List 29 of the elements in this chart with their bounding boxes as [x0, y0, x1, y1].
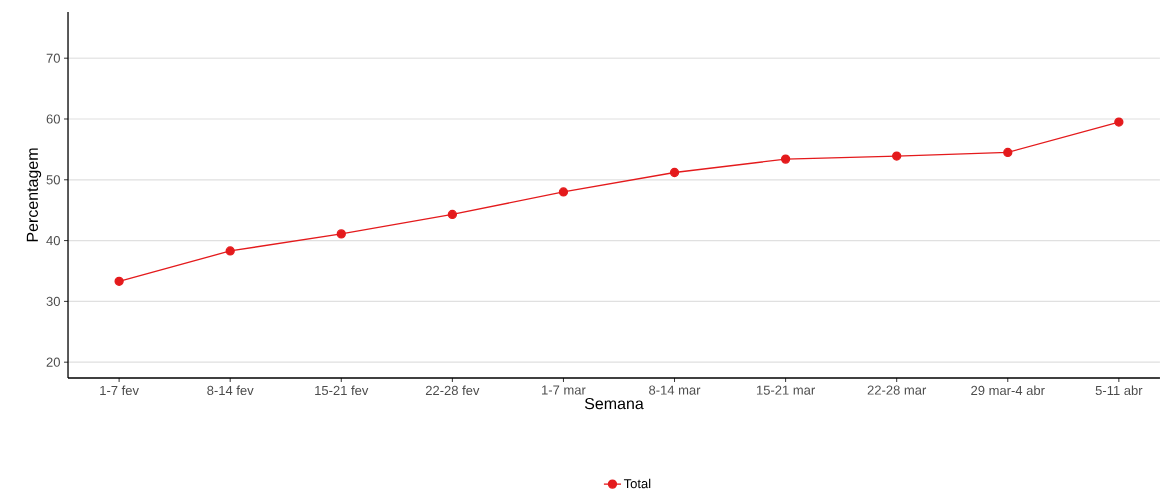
x-tick-label: 22-28 fev: [425, 385, 480, 396]
x-tick-label: 1-7 mar: [542, 385, 586, 395]
y-tick-label: 60: [46, 114, 60, 124]
y-tick-label: 70: [46, 53, 60, 63]
x-tick-label: 5-11 abr: [1095, 385, 1143, 396]
y-axis-title: Percentagem: [26, 148, 42, 242]
point: [780, 154, 791, 164]
point: [669, 167, 680, 178]
point: [447, 209, 458, 220]
x-axis-title: Semana: [584, 397, 644, 410]
point: [114, 276, 124, 286]
y-tick-label: 20: [46, 357, 60, 367]
x-tick-label: 15-21 mar: [756, 385, 815, 395]
x-tick-label: 15-21 fev: [315, 385, 369, 396]
point: [225, 246, 235, 256]
y-tick-label: 40: [46, 235, 60, 246]
x-tick-label: 8-14 fev: [207, 385, 254, 396]
y-tick-label: 30: [46, 296, 60, 306]
x-tick-label: 1-7 fev: [100, 385, 139, 396]
point: [892, 151, 902, 161]
x-tick-label: 29 mar-4 abr: [971, 385, 1045, 396]
y-tick-label: 50: [46, 175, 60, 185]
point: [1114, 117, 1124, 127]
point: [1003, 147, 1013, 158]
x-tick-label: 22-28 mar: [867, 385, 927, 395]
x-tick-label: 8-14 mar: [649, 385, 701, 395]
point: [336, 229, 346, 239]
point: [558, 187, 569, 197]
legend-label: Total: [623, 478, 651, 489]
